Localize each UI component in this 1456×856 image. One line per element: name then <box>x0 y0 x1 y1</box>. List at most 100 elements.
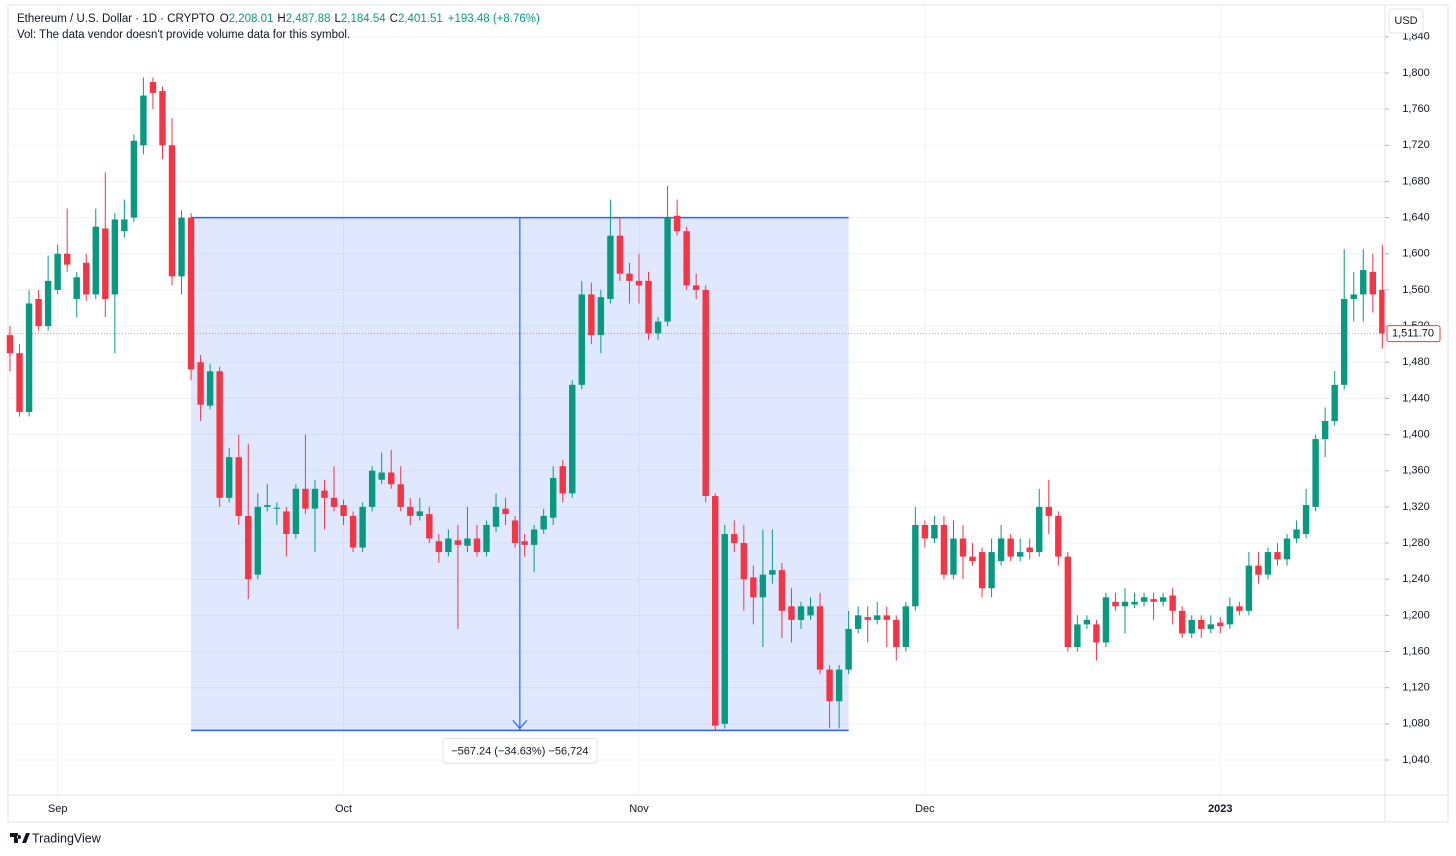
candle-body <box>1064 556 1072 647</box>
candle-body <box>1198 619 1205 629</box>
candle-body <box>140 95 147 146</box>
candle-body <box>63 253 71 265</box>
candle-body <box>854 615 862 629</box>
candle-body <box>187 217 195 370</box>
candle-body <box>492 506 500 527</box>
candle-body <box>997 538 1005 562</box>
y-tick-label: 1,280 <box>1402 537 1430 549</box>
x-tick-label: Nov <box>629 803 649 815</box>
candle-body <box>1007 538 1014 557</box>
candle-body <box>1369 271 1376 295</box>
candle-body <box>340 505 347 516</box>
candle-body <box>616 235 624 274</box>
candle-body <box>1016 552 1024 557</box>
candle-body <box>912 524 919 607</box>
brand-logo: TradingView <box>10 831 102 845</box>
measure-arrowhead <box>512 719 528 730</box>
y-tick-label: 1,120 <box>1402 682 1430 694</box>
candle-body <box>235 457 242 516</box>
h-label: H <box>277 13 285 25</box>
y-tick-label: 1,600 <box>1402 248 1430 260</box>
candle-body <box>483 524 490 553</box>
y-tick-label: 1,360 <box>1402 465 1430 477</box>
candle-body <box>807 606 814 616</box>
candle-body <box>864 617 871 620</box>
candle-body <box>1236 606 1243 611</box>
candle-body <box>588 294 595 336</box>
candle-body <box>635 280 643 286</box>
candle-body <box>1331 384 1338 422</box>
chart-frame <box>7 4 1449 823</box>
candle-body <box>769 570 776 575</box>
candle-body <box>597 297 605 336</box>
candle-body <box>102 228 109 299</box>
candle-body <box>874 615 881 620</box>
measure-label: −567.24 (−34.63%) −56,724 <box>451 745 588 757</box>
candle-body <box>1150 599 1157 602</box>
candle-body <box>607 235 614 299</box>
currency-box[interactable] <box>1388 8 1424 34</box>
l-label: L <box>334 13 341 25</box>
candle-body <box>778 570 786 611</box>
candle-body <box>206 371 214 406</box>
candle-body <box>1159 597 1167 602</box>
candle-body <box>569 384 576 494</box>
candle-body <box>692 285 700 290</box>
x-tick-label: Dec <box>915 803 935 815</box>
y-tick-label: 1,560 <box>1402 284 1430 296</box>
candle-body <box>1245 565 1253 611</box>
candle-body <box>559 466 566 494</box>
candle-body <box>216 371 223 498</box>
candle-body <box>245 515 252 580</box>
candle-body <box>1264 552 1272 575</box>
candle-body <box>149 82 157 93</box>
x-tick-label: 2023 <box>1208 803 1232 815</box>
candle-body <box>44 280 52 327</box>
candle-body <box>178 217 185 277</box>
y-tick-label: 1,200 <box>1402 609 1430 621</box>
candle-body <box>654 321 662 334</box>
candle-body <box>1255 565 1262 575</box>
candle-body <box>225 457 233 498</box>
candle-body <box>550 477 557 518</box>
y-tick-label: 1,040 <box>1402 754 1430 766</box>
logo-icon <box>10 833 30 843</box>
y-tick-label: 1,240 <box>1402 573 1430 585</box>
y-tick-label: 1,640 <box>1402 212 1430 224</box>
candle-body <box>902 606 910 647</box>
y-tick-label: 1,680 <box>1402 175 1430 187</box>
candle-body <box>73 277 80 299</box>
candle-body <box>816 606 824 670</box>
candle-body <box>683 231 690 286</box>
candle-body <box>1188 619 1195 634</box>
candle-body <box>502 508 509 515</box>
candle-body <box>435 541 443 553</box>
candle-body <box>788 606 795 620</box>
candle-body <box>1226 606 1234 625</box>
candle-body <box>1026 547 1033 553</box>
candle-body <box>959 538 967 557</box>
y-tick-label: 1,440 <box>1402 392 1430 404</box>
currency[interactable]: USD <box>1394 15 1417 27</box>
candle-body <box>1360 270 1367 295</box>
candle-body <box>302 488 309 509</box>
candle-body <box>969 556 976 562</box>
candle-body <box>1074 624 1081 647</box>
candle-body <box>731 533 738 544</box>
candle-body <box>311 488 319 509</box>
candle-body <box>445 538 452 553</box>
candle-body <box>940 524 948 575</box>
axes: 1,040 1,080 1,120 1,160 1,200 1,240 1,280 1,320… <box>8 31 1441 815</box>
candle-body <box>1169 595 1176 611</box>
candle-body <box>1217 622 1224 627</box>
candle-body <box>626 273 633 281</box>
candle-body <box>721 533 728 724</box>
candle-body <box>111 219 119 295</box>
y-tick-label: 1,840 <box>1402 31 1430 43</box>
c-label: C <box>390 13 398 25</box>
candle-body <box>835 669 843 702</box>
candle-body <box>473 538 481 553</box>
candle-body <box>83 262 90 295</box>
candle-body <box>1102 597 1110 643</box>
y-tick-label: 1,080 <box>1402 718 1430 730</box>
